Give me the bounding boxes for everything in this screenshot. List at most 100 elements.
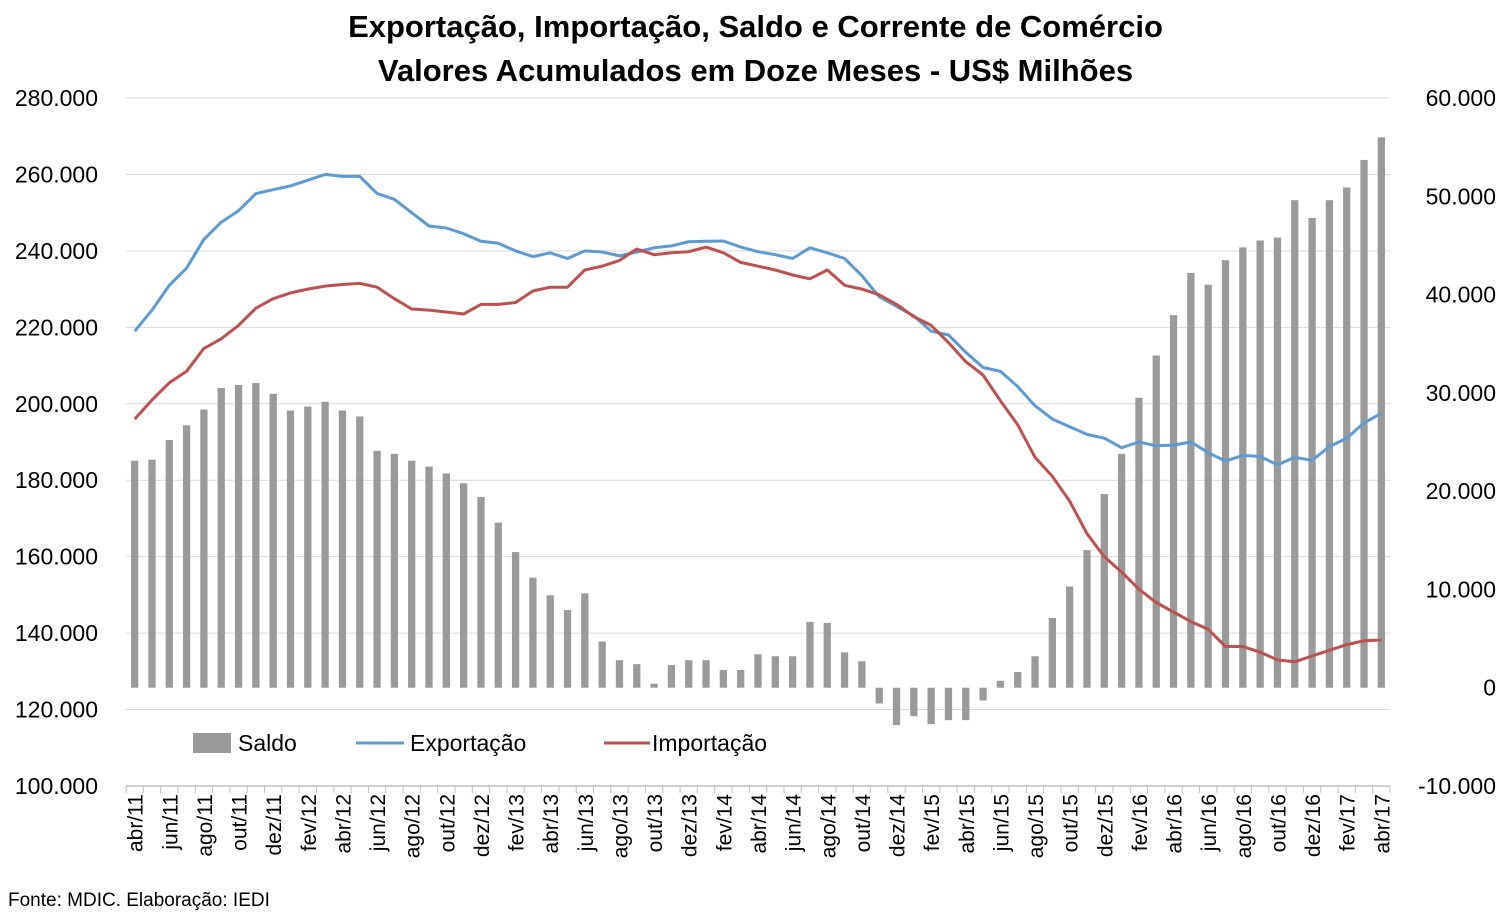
saldo-bar [217,387,225,688]
saldo-bar [1083,550,1091,688]
x-axis-tick-label: abr/16 [1164,794,1187,854]
left-axis-tick-label: 180.000 [15,467,98,493]
x-axis-tick-label: out/15 [1060,794,1083,852]
saldo-bar [1048,617,1056,688]
chart-subtitle: Valores Acumulados em Doze Meses - US$ M… [377,53,1134,88]
x-axis-tick-label: fev/12 [298,794,321,851]
left-axis-tick-label: 100.000 [15,773,98,799]
x-axis-tick-label: dez/11 [263,794,286,856]
saldo-bar [1377,137,1385,688]
saldo-bar [1135,397,1143,688]
left-axis-tick-label: 160.000 [15,544,98,570]
chart-title: Exportação, Importação, Saldo e Corrente… [348,9,1163,44]
saldo-bar [546,595,554,688]
saldo-bar [667,665,676,688]
saldo-bar [1204,284,1212,688]
saldo-bar [788,656,797,688]
saldo-bar [252,383,260,688]
saldo-bar [944,687,953,721]
saldo-bar [581,593,589,688]
saldo-bar [840,652,849,688]
legend-label-exportacao: Exportação [410,730,526,756]
saldo-bar [702,660,710,688]
saldo-bar [1308,217,1316,688]
x-axis-tick-label: ago/12 [402,794,425,858]
x-axis-tick-label: out/14 [852,794,875,853]
saldo-bar [1239,247,1247,688]
x-axis-tick-label: ago/15 [1025,794,1048,858]
source-note: Fonte: MDIC. Elaboração: IEDI [8,890,270,911]
legend-label-saldo: Saldo [238,730,297,756]
x-axis-tick-label: abr/13 [540,794,563,854]
saldo-bar [771,656,779,688]
importacao-line [133,245,1382,664]
series-lines [133,172,1383,664]
saldo-bar [1256,240,1264,688]
gridlines [126,97,1390,711]
saldo-bar [1169,315,1178,688]
saldo-bar [477,497,485,688]
x-axis-tick-label: fev/14 [713,794,736,852]
saldo-bar [563,610,572,688]
saldo-bar [615,660,624,688]
x-axis-tick-label: abr/15 [956,794,979,854]
saldo-bar [408,460,416,688]
saldo-bar [182,425,191,688]
x-axis-tick-label: abr/17 [1371,794,1394,854]
saldo-bar [806,621,814,688]
saldo-bar [234,384,243,688]
x-axis-tick-label: ago/16 [1233,794,1256,858]
right-axis-tick-label: 10.000 [1426,576,1496,602]
x-axis-tick-label: ago/14 [817,794,840,859]
left-axis-tick-label: 240.000 [15,238,98,264]
right-axis-tick-label: 60.000 [1426,85,1496,111]
legend: Saldo Exportação Importação [193,730,767,756]
saldo-bar [1187,272,1195,688]
saldo-bar [1100,494,1108,688]
x-axis-tick-label: jun/15 [990,794,1013,852]
saldo-bar [910,687,918,717]
right-axis-tick-label: 20.000 [1426,478,1496,504]
x-axis-tick-label: dez/16 [1302,794,1325,857]
x-axis-tick-label: dez/14 [887,794,910,857]
saldo-bar [685,660,693,688]
saldo-bar [529,577,537,688]
x-axis-tick-label: abr/14 [748,794,771,854]
left-axis-tick-label: 140.000 [15,620,98,646]
x-axis-tick-label: jun/14 [783,794,806,853]
saldo-bar [650,683,658,688]
saldo-bar [1291,200,1299,688]
x-axis-tick-label: abr/11 [125,794,148,852]
saldo-bar [494,522,502,688]
saldo-bar [390,453,399,688]
saldo-bar [1066,586,1074,688]
axes: 100.000 120.000 140.000 160.000 180.000 200.0… [15,85,1496,858]
right-axis-tick-label: 0 [1483,675,1496,701]
x-axis-tick-label: fev/16 [1129,794,1152,851]
x-axis-tick-label: fev/15 [921,794,944,851]
x-axis-tick-label: jun/13 [575,794,598,852]
x-axis-tick-label: ago/11 [194,794,217,857]
saldo-bar [892,687,901,726]
left-axis-tick-label: 280.000 [15,85,98,111]
saldo-bar [754,654,762,688]
x-axis-tick-label: ago/13 [609,794,632,858]
right-axis-tick-label: 50.000 [1426,183,1496,209]
saldo-bar [979,687,987,701]
saldo-bar [511,552,520,688]
saldo-bar [373,450,381,688]
left-axis-tick-label: 260.000 [15,161,98,187]
saldo-bar [823,622,831,688]
saldo-bar [460,483,468,688]
saldo-bar [927,687,935,725]
x-axis-tick-label: fev/17 [1337,794,1360,851]
saldo-bar [737,670,745,688]
x-axis-tick-label: jun/11 [159,794,182,851]
x-axis-tick-label: out/16 [1267,794,1290,852]
saldo-bar [131,460,139,688]
saldo-bar [321,401,329,688]
saldo-bar [875,687,883,704]
x-axis-tick-label: fev/13 [506,794,529,851]
saldo-bar [996,680,1005,688]
